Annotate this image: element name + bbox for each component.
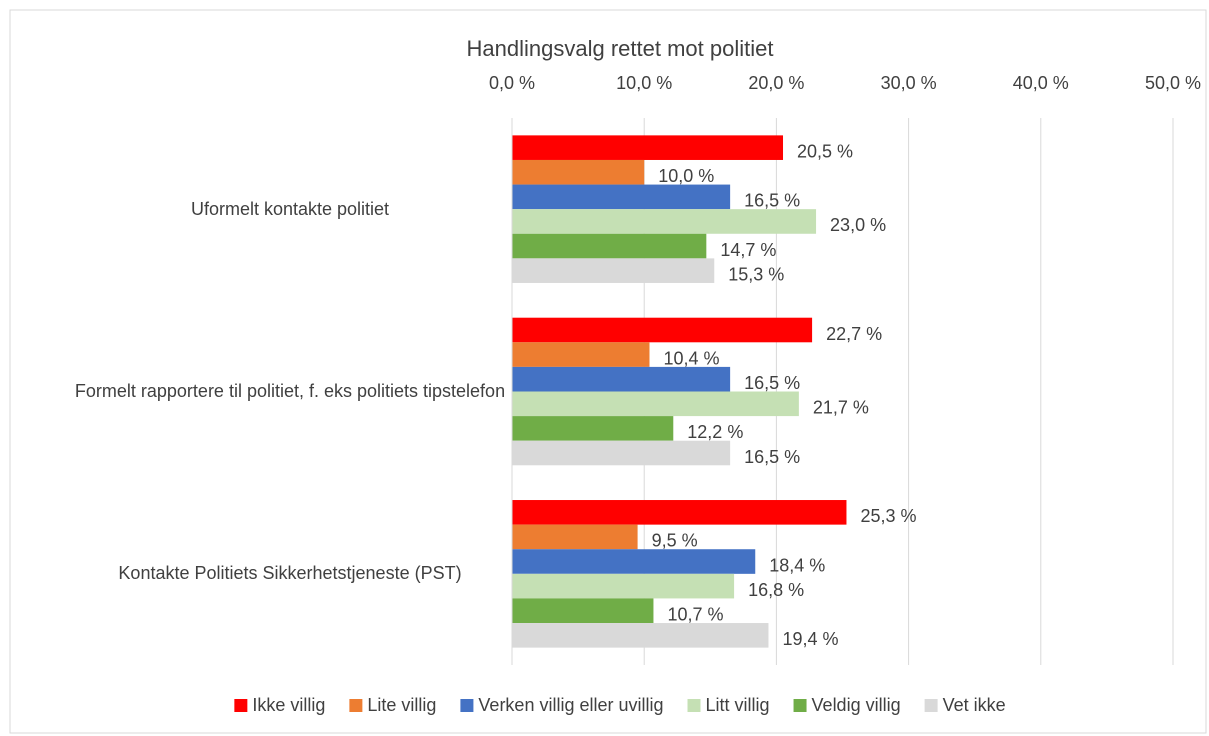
x-tick-label: 0,0 % [489, 73, 535, 93]
bar [512, 135, 784, 160]
category-label-box: Kontakte Politiets Sikkerhetstjeneste (P… [118, 563, 462, 584]
bar [512, 549, 756, 574]
legend-label: Litt villig [706, 695, 770, 715]
data-label: 23,0 % [830, 215, 886, 235]
legend-marker [924, 699, 938, 712]
data-label: 16,5 % [744, 447, 800, 467]
data-label: 9,5 % [652, 531, 698, 551]
data-label: 15,3 % [728, 264, 784, 284]
bar [512, 366, 731, 392]
bar [512, 524, 638, 550]
bar [512, 209, 817, 234]
legend-label: Vet ikke [943, 695, 1006, 715]
legend-label: Verken villig eller uvillig [478, 695, 663, 715]
data-label: 10,4 % [663, 348, 719, 368]
legend-label: Ikke villig [252, 695, 325, 715]
legend-marker [234, 699, 248, 712]
data-label: 16,8 % [748, 580, 804, 600]
category-label-box: Uformelt kontakte politiet [190, 198, 390, 219]
legend-marker [460, 699, 474, 712]
data-label: 16,5 % [744, 373, 800, 393]
data-label: 10,7 % [667, 604, 723, 624]
legend-label: Veldig villig [812, 695, 901, 715]
x-tick-label: 10,0 % [616, 73, 672, 93]
bar [512, 500, 847, 525]
x-tick-label: 40,0 % [1013, 73, 1069, 93]
bar [512, 184, 731, 210]
y-tick-label: Uformelt kontakte politiet [190, 198, 390, 219]
legend-marker [349, 699, 363, 712]
bar [512, 440, 731, 466]
data-label: 18,4 % [769, 555, 825, 575]
data-label: 19,4 % [782, 629, 838, 649]
bar [512, 391, 799, 417]
data-label: 10,0 % [658, 166, 714, 186]
bar [512, 258, 715, 283]
data-label: 22,7 % [826, 324, 882, 344]
bar [512, 598, 654, 624]
x-tick-label: 50,0 % [1145, 73, 1201, 93]
chart-title: Handlingsvalg rettet mot politiet [467, 36, 774, 61]
legend: Ikke villig Lite villig Verken villig elle… [234, 695, 1006, 715]
bar [512, 573, 735, 599]
y-tick-label: Kontakte Politiets Sikkerhetstjeneste (P… [118, 563, 462, 584]
legend-marker [687, 699, 701, 712]
data-label: 14,7 % [720, 240, 776, 260]
bar [512, 416, 674, 441]
y-tick-label: Formelt rapportere til politiet, f. eks … [74, 380, 506, 401]
data-label: 16,5 % [744, 191, 800, 211]
data-label: 12,2 % [687, 422, 743, 442]
legend-label: Lite villig [367, 695, 436, 715]
x-tick-label: 20,0 % [748, 73, 804, 93]
legend-marker [793, 699, 807, 712]
data-label: 25,3 % [860, 506, 916, 526]
bar [512, 623, 769, 648]
data-label: 20,5 % [797, 141, 853, 161]
bar [512, 233, 707, 259]
category-label-box: Formelt rapportere til politiet, f. eks … [74, 380, 506, 401]
data-label: 21,7 % [813, 398, 869, 418]
bar [512, 342, 650, 367]
x-tick-label: 30,0 % [881, 73, 937, 93]
bar [512, 159, 645, 185]
bar [512, 317, 813, 343]
